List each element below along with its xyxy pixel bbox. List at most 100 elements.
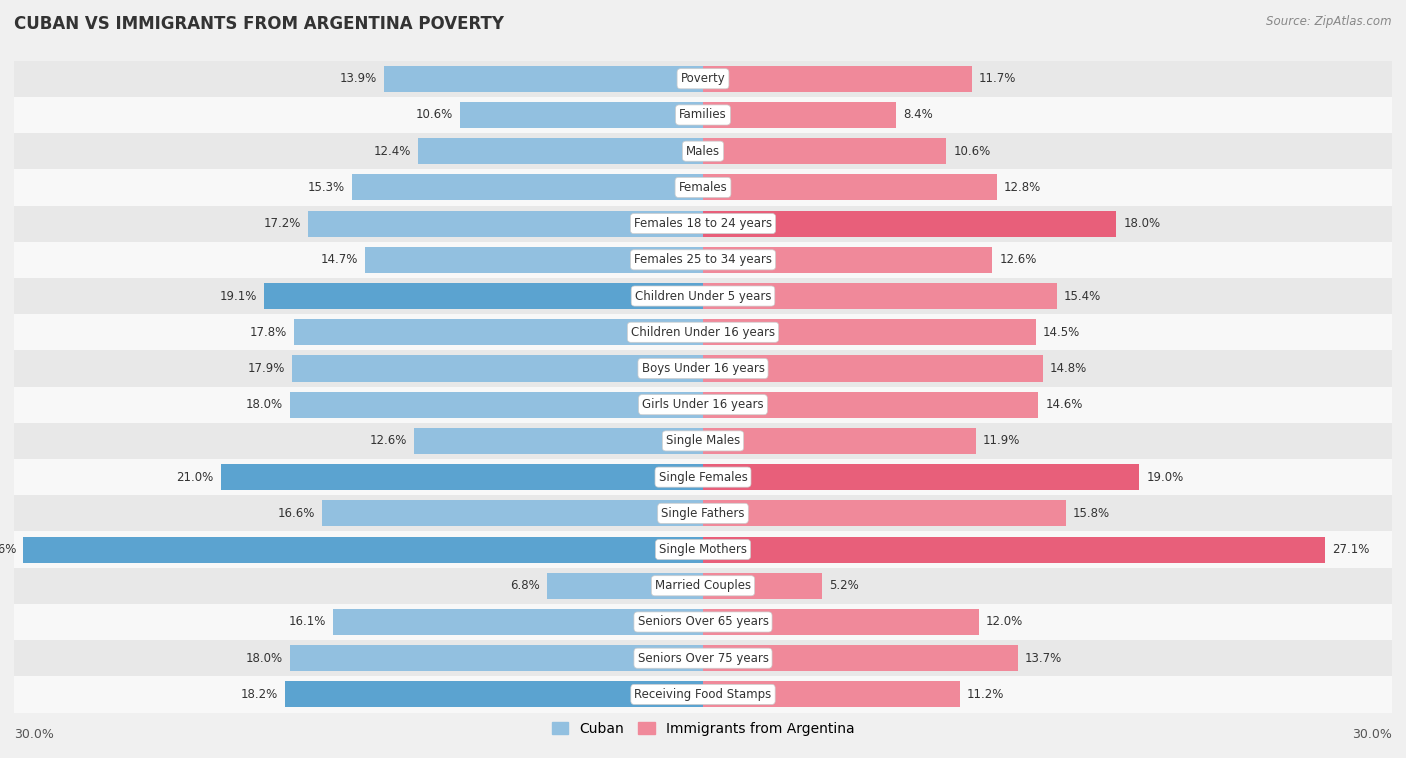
Legend: Cuban, Immigrants from Argentina: Cuban, Immigrants from Argentina [546,716,860,741]
Text: 14.5%: 14.5% [1043,326,1080,339]
Text: Poverty: Poverty [681,72,725,85]
Bar [292,356,703,381]
Text: 18.0%: 18.0% [246,652,283,665]
Bar [14,459,1392,495]
Bar [547,573,703,599]
Text: Single Males: Single Males [666,434,740,447]
Bar [14,640,1392,676]
Text: Receiving Food Stamps: Receiving Food Stamps [634,688,772,701]
Bar [703,174,997,200]
Bar [290,392,703,418]
Bar [703,428,976,454]
Bar [14,61,1392,97]
Bar [14,604,1392,640]
Bar [384,66,703,92]
Text: 14.8%: 14.8% [1050,362,1087,375]
Bar [703,247,993,273]
Text: Children Under 5 years: Children Under 5 years [634,290,772,302]
Bar [703,609,979,635]
Bar [24,537,703,562]
Bar [352,174,703,200]
Text: 14.6%: 14.6% [1045,398,1083,411]
Bar [221,464,703,490]
Bar [703,319,1036,346]
Bar [460,102,703,128]
Text: 10.6%: 10.6% [953,145,991,158]
Text: 15.4%: 15.4% [1063,290,1101,302]
Bar [418,138,703,164]
Bar [290,645,703,672]
Text: CUBAN VS IMMIGRANTS FROM ARGENTINA POVERTY: CUBAN VS IMMIGRANTS FROM ARGENTINA POVER… [14,15,505,33]
Bar [703,681,960,707]
Text: 12.6%: 12.6% [1000,253,1036,266]
Text: Families: Families [679,108,727,121]
Bar [14,205,1392,242]
Bar [14,387,1392,423]
Text: 19.1%: 19.1% [221,290,257,302]
Text: Source: ZipAtlas.com: Source: ZipAtlas.com [1267,15,1392,28]
Text: Girls Under 16 years: Girls Under 16 years [643,398,763,411]
Bar [14,350,1392,387]
Text: Married Couples: Married Couples [655,579,751,592]
Text: Seniors Over 75 years: Seniors Over 75 years [637,652,769,665]
Bar [14,676,1392,713]
Bar [14,314,1392,350]
Text: 11.2%: 11.2% [967,688,1004,701]
Bar [322,500,703,526]
Text: 18.0%: 18.0% [246,398,283,411]
Bar [14,278,1392,314]
Bar [703,464,1139,490]
Text: 17.2%: 17.2% [264,217,301,230]
Text: Males: Males [686,145,720,158]
Text: 18.2%: 18.2% [240,688,278,701]
Text: 5.2%: 5.2% [830,579,859,592]
Text: 17.9%: 17.9% [247,362,285,375]
Text: 12.0%: 12.0% [986,615,1022,628]
Bar [14,242,1392,278]
Bar [703,356,1043,381]
Bar [366,247,703,273]
Bar [14,495,1392,531]
Text: 30.0%: 30.0% [14,728,53,741]
Bar [703,66,972,92]
Text: 10.6%: 10.6% [415,108,453,121]
Text: 12.6%: 12.6% [370,434,406,447]
Text: 11.9%: 11.9% [983,434,1021,447]
Bar [285,681,703,707]
Text: 30.0%: 30.0% [1353,728,1392,741]
Bar [14,133,1392,169]
Bar [703,138,946,164]
Bar [333,609,703,635]
Text: 18.0%: 18.0% [1123,217,1160,230]
Bar [14,97,1392,133]
Text: Seniors Over 65 years: Seniors Over 65 years [637,615,769,628]
Text: 8.4%: 8.4% [903,108,932,121]
Bar [264,283,703,309]
Bar [308,211,703,236]
Text: 11.7%: 11.7% [979,72,1017,85]
Bar [703,102,896,128]
Bar [703,645,1018,672]
Text: Single Mothers: Single Mothers [659,543,747,556]
Text: 12.8%: 12.8% [1004,181,1040,194]
Bar [703,500,1066,526]
Bar [14,423,1392,459]
Text: Females 18 to 24 years: Females 18 to 24 years [634,217,772,230]
Bar [14,531,1392,568]
Text: 27.1%: 27.1% [1333,543,1369,556]
Text: 29.6%: 29.6% [0,543,17,556]
Bar [413,428,703,454]
Text: 21.0%: 21.0% [177,471,214,484]
Bar [294,319,703,346]
Bar [703,537,1326,562]
Text: 12.4%: 12.4% [374,145,412,158]
Bar [703,211,1116,236]
Bar [703,573,823,599]
Bar [703,392,1038,418]
Text: Boys Under 16 years: Boys Under 16 years [641,362,765,375]
Text: 14.7%: 14.7% [321,253,359,266]
Text: Females 25 to 34 years: Females 25 to 34 years [634,253,772,266]
Bar [703,283,1057,309]
Text: 15.3%: 15.3% [308,181,344,194]
Text: Females: Females [679,181,727,194]
